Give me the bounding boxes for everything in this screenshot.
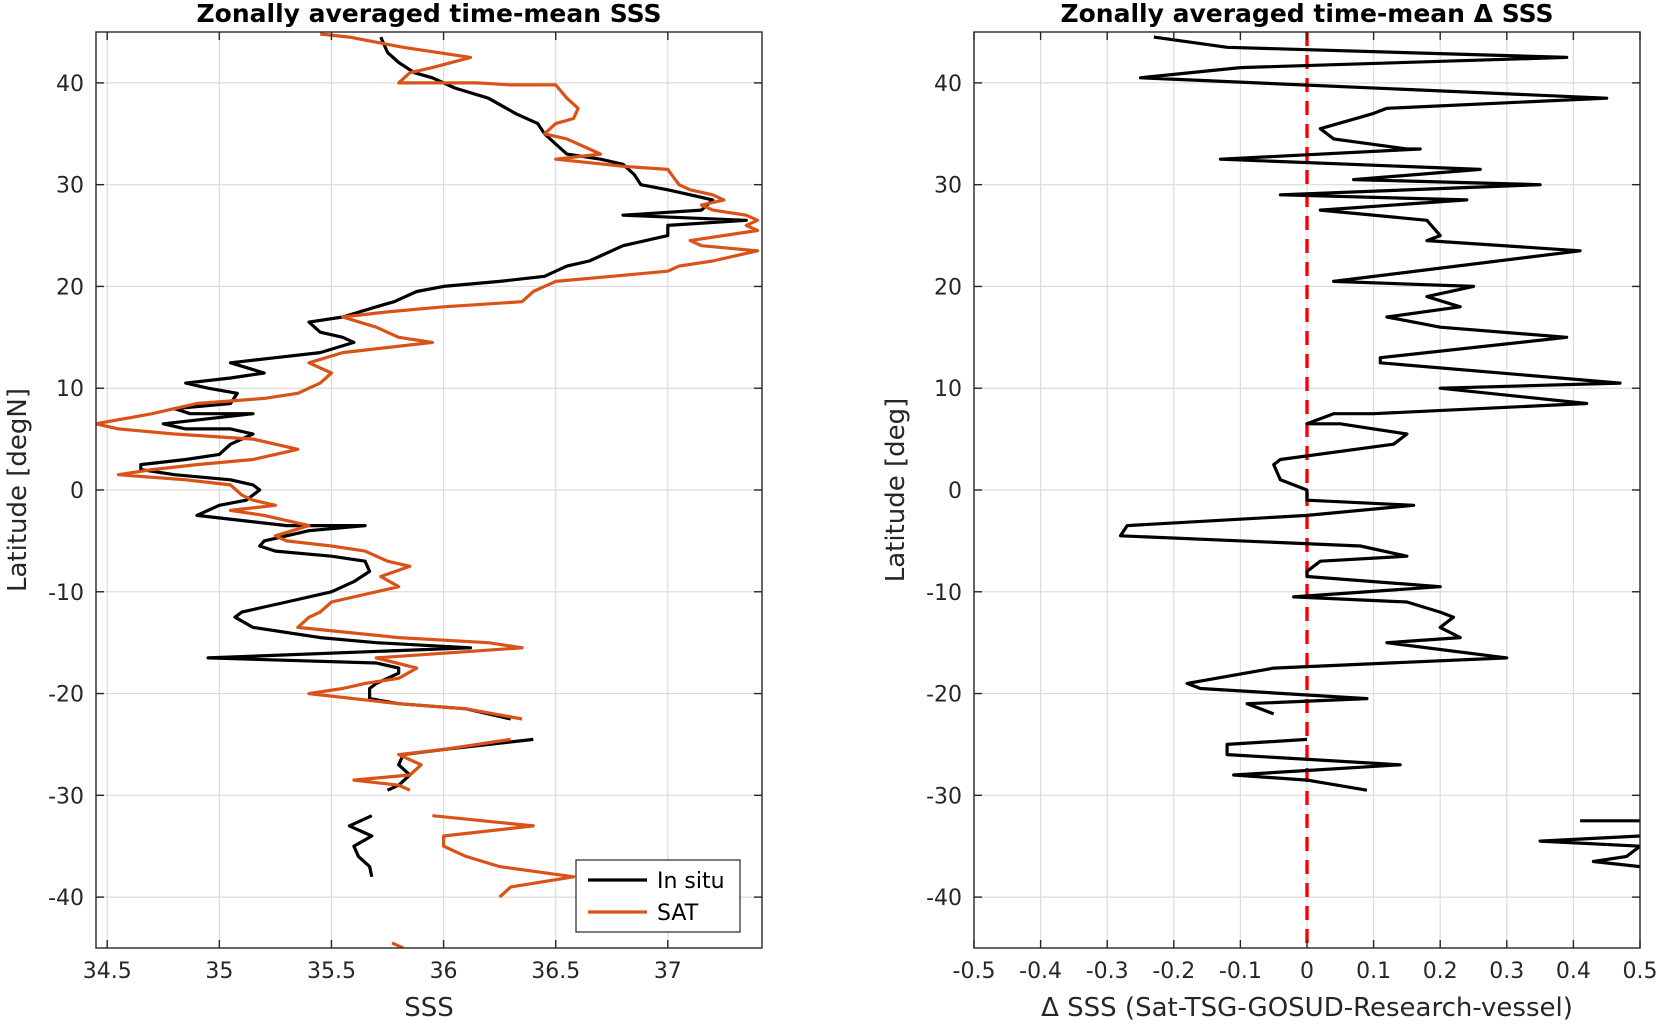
right-y-tick-label: 10 [934,377,962,402]
legend-label-in-situ: In situ [657,869,725,894]
right-ticks: -0.5 -0.4 -0.3 -0.2 -0.1 0 0.1 0.2 0.3 0.4 0.5 -40 -… [926,32,1658,984]
right-y-tick-label: -40 [926,886,962,911]
right-y-axis-label: Latitude [deg] [881,398,911,583]
left-y-tick-label: 20 [56,275,84,300]
right-series-delta-sss-line [1538,834,1640,869]
legend-label-sat: SAT [657,901,699,926]
left-x-tick-label: 36 [430,959,458,984]
left-chart-title: Zonally averaged time-mean SSS [197,0,662,28]
right-y-tick-label: 0 [948,479,962,504]
right-series-delta-sss-line [1225,737,1402,792]
right-x-tick-label: 0.5 [1623,959,1658,984]
right-series-delta-sss-line [1118,35,1622,716]
right-y-tick-label: 40 [934,72,962,97]
left-x-tick-label: 36.5 [531,959,580,984]
right-x-tick-label: -0.1 [1219,959,1262,984]
left-y-tick-label: 10 [56,377,84,402]
left-x-tick-label: 35 [205,959,233,984]
right-x-axis-label: Δ SSS (Sat-TSG-GOSUD-Research-vessel) [1041,993,1573,1023]
left-y-tick-label: -30 [48,784,84,809]
right-y-tick-label: -30 [926,784,962,809]
right-x-tick-label: -0.4 [1019,959,1062,984]
left-y-tick-label: -10 [48,581,84,606]
legend-box [575,859,741,933]
right-x-tick-label: -0.5 [953,959,996,984]
right-x-tick-label: -0.3 [1086,959,1129,984]
right-chart-title: Zonally averaged time-mean Δ SSS [1061,0,1554,28]
right-y-tick-label: 30 [934,174,962,199]
left-x-tick-label: 35.5 [307,959,356,984]
right-x-tick-label: 0.3 [1489,959,1524,984]
left-ticks: 34.5 35 35.5 36 36.5 37 -40 -30 -20 -10 0 10 20 30 40 [48,32,762,984]
right-chart-panel: -0.5 -0.4 -0.3 -0.2 -0.1 0 0.1 0.2 0.3 0.4 0.5 -40 -… [881,0,1658,1023]
right-x-tick-label: 0.2 [1423,959,1458,984]
left-series-sat-line [432,814,576,899]
left-y-tick-label: -20 [48,683,84,708]
left-series-in-situ-line [139,36,748,721]
left-series-in-situ-line [347,814,374,878]
right-y-tick-label: -10 [926,581,962,606]
right-x-tick-label: 0.4 [1556,959,1591,984]
left-series-sat-line [352,737,512,792]
left-y-tick-label: 30 [56,174,84,199]
legend: In situ SAT [575,859,741,933]
left-y-axis-label: Latitude [degN] [3,388,33,592]
left-series-layer [96,32,760,948]
left-series-sat-line [96,32,760,721]
left-y-tick-label: 40 [56,72,84,97]
left-x-tick-label: 34.5 [83,959,132,984]
right-y-tick-label: -20 [926,683,962,708]
right-x-tick-label: 0.1 [1356,959,1391,984]
left-chart-panel: 34.5 35 35.5 36 36.5 37-40-30-20-10010203040 … [3,0,763,1023]
right-x-tick-label: -0.2 [1152,959,1195,984]
left-series-sat-line [391,941,404,948]
left-y-tick-label: -40 [48,886,84,911]
right-series-layer [1118,32,1640,948]
right-x-tick-label: 0 [1300,959,1314,984]
left-x-tick-label: 37 [654,959,682,984]
right-y-tick-label: 20 [934,275,962,300]
left-x-axis-label: SSS [404,993,454,1023]
left-y-tick-label: 0 [70,479,84,504]
